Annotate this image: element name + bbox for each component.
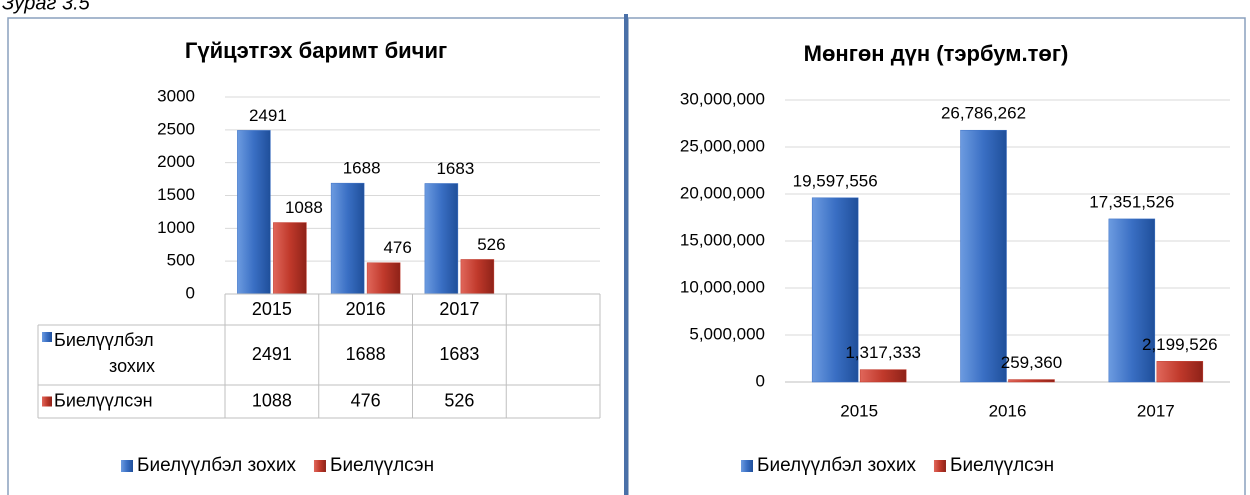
table-cell: 2491 (252, 344, 292, 364)
data-label: 259,360 (1001, 353, 1062, 372)
y-tick-label: 20,000,000 (680, 183, 765, 202)
y-tick-label: 500 (167, 251, 195, 270)
table-cell: 526 (444, 390, 474, 410)
data-label: 17,351,526 (1089, 192, 1174, 211)
y-tick-label: 10,000,000 (680, 277, 765, 296)
bar (273, 222, 307, 295)
legend-label: Биелүүлсэн (950, 455, 1054, 476)
data-label: 26,786,262 (941, 104, 1026, 123)
table-cell: 476 (351, 390, 381, 410)
table-key (42, 396, 52, 407)
chart-title: Гүйцэтгэх баримт бичиг (185, 38, 447, 63)
legend-key (741, 460, 753, 472)
y-tick-label: 2500 (157, 119, 195, 138)
bar (1156, 361, 1204, 383)
y-tick-label: 2000 (157, 152, 195, 171)
data-label: 1,317,333 (845, 343, 921, 362)
table-row-label: Биелүүлсэн (54, 390, 153, 410)
bar (366, 262, 401, 295)
data-label: 526 (477, 235, 505, 254)
bar (960, 129, 1007, 383)
x-tick-label: 2016 (989, 401, 1027, 420)
bar (424, 183, 459, 295)
panel-frame (7, 17, 626, 495)
table-cell: 1088 (252, 390, 292, 410)
bar (1108, 218, 1156, 383)
caption: Зураг 3.5 (2, 0, 91, 14)
y-tick-label: 30,000,000 (680, 89, 765, 108)
legend-key (933, 460, 946, 472)
y-tick-label: 3000 (157, 86, 195, 105)
x-tick-label: 2015 (252, 299, 292, 319)
data-label: 2491 (249, 106, 287, 125)
data-label: 1683 (436, 159, 474, 178)
y-tick-label: 1500 (157, 185, 195, 204)
y-tick-label: 5,000,000 (689, 324, 765, 343)
table-cell: 1688 (346, 344, 386, 364)
data-label: 476 (383, 238, 411, 257)
data-label: 1688 (343, 159, 381, 178)
legend-label: Биелүүлсэн (330, 455, 434, 476)
bar (237, 130, 271, 295)
bar (811, 197, 859, 383)
data-label: 19,597,556 (793, 171, 878, 190)
x-tick-label: 2017 (1137, 401, 1175, 420)
data-label: 2,199,526 (1142, 335, 1218, 354)
y-tick-label: 0 (756, 371, 765, 390)
bar (460, 259, 495, 295)
chart-title: Мөнгөн дүн (тэрбум.төг) (804, 41, 1069, 66)
legend-key (121, 460, 133, 472)
table-cell: 1683 (439, 344, 479, 364)
table-key (42, 332, 52, 342)
bar (1008, 379, 1055, 383)
x-tick-label: 2016 (346, 299, 386, 319)
legend-label: Биелүүлбэл зохих (137, 455, 296, 476)
y-tick-label: 25,000,000 (680, 136, 765, 155)
bar (859, 369, 907, 383)
y-tick-label: 0 (186, 283, 195, 302)
y-tick-label: 1000 (157, 218, 195, 237)
x-tick-label: 2017 (439, 299, 479, 319)
y-tick-label: 15,000,000 (680, 230, 765, 249)
bar (330, 182, 365, 295)
data-label: 1088 (285, 198, 323, 217)
legend-key (313, 460, 326, 472)
table-row-label: Биелүүлбэл зохих (54, 330, 155, 376)
legend-label: Биелүүлбэл зохих (757, 455, 916, 476)
x-tick-label: 2015 (840, 401, 878, 420)
